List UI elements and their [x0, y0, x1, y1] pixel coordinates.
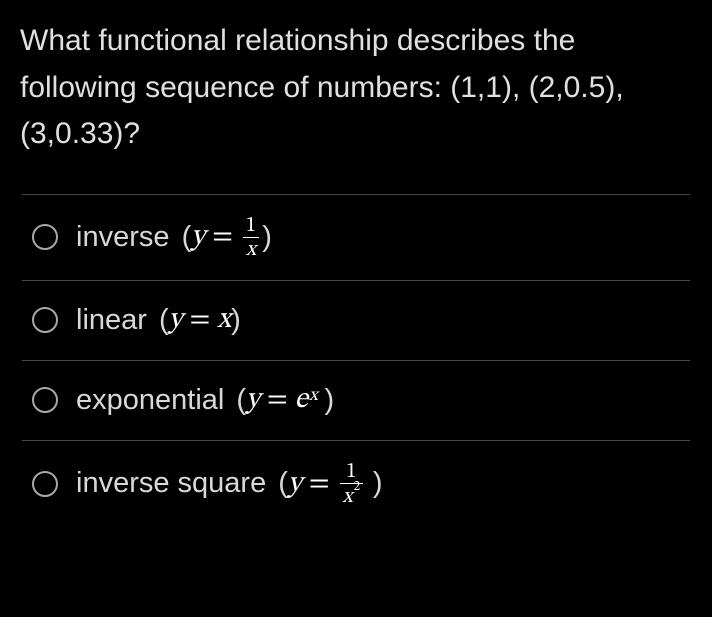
option-linear[interactable]: linear ( y = x ) [22, 281, 690, 361]
option-name: exponential [76, 384, 224, 417]
option-label: linear ( y = x ) [76, 302, 241, 338]
options-list: inverse ( y = 1 x ) li [22, 194, 690, 527]
option-inverse[interactable]: inverse ( y = 1 x ) [22, 195, 690, 281]
option-name: inverse [76, 221, 170, 254]
option-formula: ( y = 1 x ) [182, 215, 272, 260]
fraction: 1 x2 [340, 461, 364, 507]
fraction: 1 x [243, 215, 259, 260]
option-formula: ( y = 1 x2 ) [278, 461, 382, 507]
radio-icon [32, 471, 58, 497]
option-formula: ( y = x ) [159, 302, 241, 338]
option-formula: ( y = ex ) [236, 382, 334, 418]
question-text: What functional relationship describes t… [20, 18, 692, 158]
option-name: inverse square [76, 467, 266, 500]
quiz-container: What functional relationship describes t… [0, 0, 712, 527]
radio-icon [32, 307, 58, 333]
option-label: exponential ( y = ex ) [76, 382, 334, 418]
radio-icon [32, 387, 58, 413]
option-label: inverse ( y = 1 x ) [76, 215, 272, 260]
option-inverse-square[interactable]: inverse square ( y = 1 x2 ) [22, 441, 690, 527]
option-name: linear [76, 304, 147, 337]
option-label: inverse square ( y = 1 x2 ) [76, 461, 383, 507]
option-exponential[interactable]: exponential ( y = ex ) [22, 361, 690, 441]
radio-icon [32, 224, 58, 250]
